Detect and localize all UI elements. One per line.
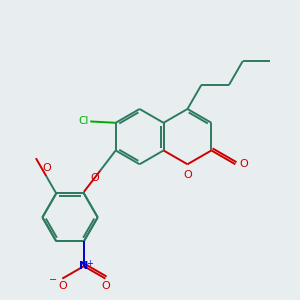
Text: +: +	[86, 259, 93, 268]
Text: O: O	[58, 281, 67, 291]
Text: Cl: Cl	[78, 116, 89, 126]
Text: −: −	[49, 275, 57, 285]
Text: O: O	[91, 173, 99, 183]
Text: O: O	[101, 281, 110, 291]
Text: O: O	[42, 163, 51, 173]
Text: O: O	[183, 170, 192, 180]
Text: O: O	[239, 159, 248, 169]
Text: N: N	[79, 261, 88, 271]
